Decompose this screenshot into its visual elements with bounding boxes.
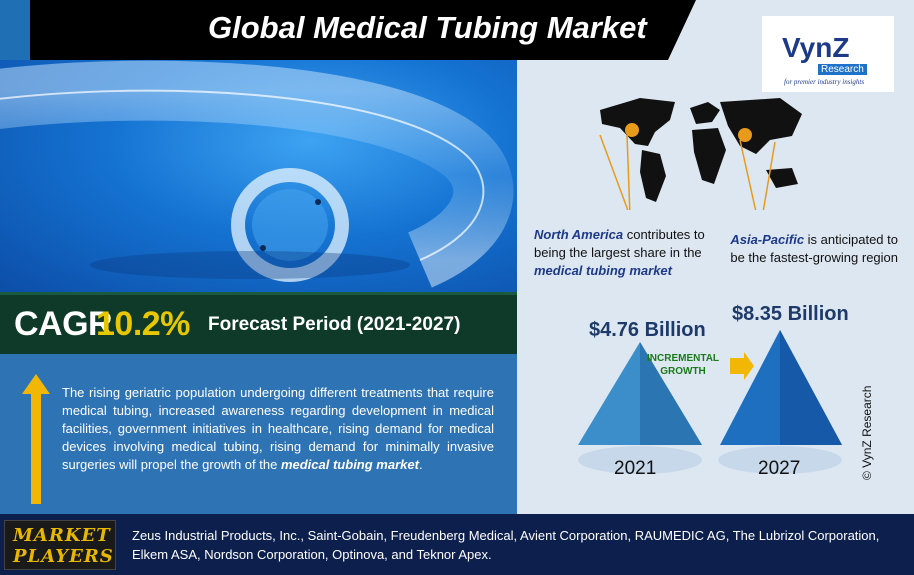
north-america-name: North America xyxy=(534,227,624,242)
market-players-badge: MARKET PLAYERS xyxy=(4,520,116,570)
title-bar: Global Medical Tubing Market xyxy=(0,0,696,60)
logo-tagline: for premier industry insights xyxy=(784,78,865,86)
incremental-growth-label: INCREMENTAL GROWTH xyxy=(647,352,719,378)
description-text: The rising geriatric population undergoi… xyxy=(62,384,494,474)
copyright-text: © VynZ Research xyxy=(860,385,874,480)
year-2021: 2021 xyxy=(614,458,657,479)
value-2027: $8.35 Billion xyxy=(732,303,849,325)
cagr-label: CAGR xyxy=(14,305,113,343)
description-panel: The rising geriatric population undergoi… xyxy=(0,354,517,514)
description-end: . xyxy=(418,457,423,472)
players-label-l1: MARKET xyxy=(13,525,111,546)
logo-sub: Research xyxy=(818,64,867,75)
tube-image xyxy=(0,60,517,292)
players-label-l2: PLAYERS xyxy=(13,546,114,567)
region-asia-pacific: Asia-Pacific is anticipated to be the fa… xyxy=(716,231,898,267)
market-players-bar: MARKET PLAYERS Zeus Industrial Products,… xyxy=(0,514,914,575)
up-arrow-icon xyxy=(22,374,50,504)
tube-illustration xyxy=(0,60,514,288)
north-america-text: contributes to being the largest share i… xyxy=(534,227,705,260)
players-list: Zeus Industrial Products, Inc., Saint-Go… xyxy=(132,528,880,562)
world-map-icon xyxy=(599,98,802,210)
page-title: Global Medical Tubing Market xyxy=(208,10,647,45)
value-2021: $4.76 Billion xyxy=(589,319,706,341)
logo-brand: VynZ xyxy=(782,32,850,63)
title-accent xyxy=(0,0,30,60)
vynz-logo: VynZ Research for premier industry insig… xyxy=(762,16,894,92)
region-north-america: North America contributes to being the l… xyxy=(534,226,724,280)
asia-pacific-name: Asia-Pacific xyxy=(730,232,805,247)
growth-pyramids xyxy=(578,330,842,474)
description-body: The rising geriatric population undergoi… xyxy=(62,385,494,472)
incremental-arrow-icon xyxy=(730,352,754,380)
cagr-value: 10.2% xyxy=(96,305,190,343)
incremental-l2: GROWTH xyxy=(660,366,706,377)
incremental-l1: INCREMENTAL xyxy=(647,353,720,364)
cagr-strip: CAGR 10.2% Forecast Period (2021-2027) xyxy=(0,292,517,354)
asia-pacific-text: is anticipated to be the fastest-growing… xyxy=(730,232,898,265)
description-emphasis: medical tubing market xyxy=(280,457,419,472)
forecast-period: Forecast Period (2021-2027) xyxy=(208,314,461,335)
year-2027: 2027 xyxy=(758,458,801,479)
north-america-emphasis: medical tubing market xyxy=(534,263,672,278)
